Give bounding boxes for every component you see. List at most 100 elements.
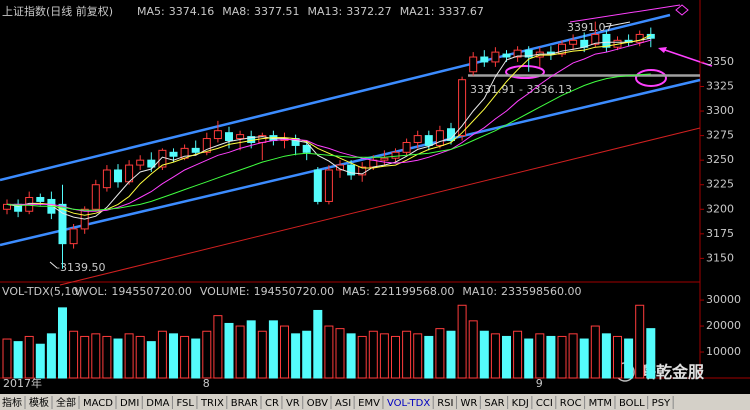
volume-bar [446,330,456,379]
candle-body [391,151,400,159]
volume-bar [80,335,90,379]
candle-body [202,138,211,153]
annotation: 3331.91 - 3336.13 [470,83,572,96]
trend-line [59,127,701,286]
candle-body [358,166,367,176]
volume-bar [502,335,511,379]
tab[interactable]: ASI [335,398,351,409]
arrow-head [658,47,667,53]
candle-body [413,135,422,143]
tab[interactable]: VOL-TDX [387,398,430,409]
tab[interactable]: CR [265,398,279,409]
volume-bar [601,333,611,379]
tab[interactable]: FSL [176,398,194,409]
header-value: 221199568.00 [374,285,454,298]
header-name: MA10: [462,285,497,298]
volume-bar [157,330,167,379]
x-tick-label: 8 [203,377,210,390]
candle-body [347,164,356,176]
volume-bar [324,325,334,379]
tab[interactable]: DMA [146,398,169,409]
candle-body [435,130,444,146]
tab[interactable]: DMI [120,398,139,409]
volume-bar [35,343,45,379]
volume-bar [202,330,212,379]
candle-body [336,164,344,171]
annotation-arrow [49,261,58,269]
candle-body [402,141,411,153]
volume-bar [457,304,467,379]
ma-line [6,37,651,220]
volume-bar [291,333,301,379]
ma-line [6,34,652,216]
volume-bar [2,338,12,379]
candle-body [158,149,167,168]
tab[interactable]: 模板 [29,396,49,409]
volume-bar [646,328,656,379]
volume-bar [124,333,134,379]
tab[interactable]: PSY [652,398,671,409]
candle-body [69,228,78,245]
chart-title: 上证指数(日线 前复权) [2,4,113,18]
volume-bar [590,325,600,379]
volume-bar [13,341,23,379]
volume-bar [113,338,123,379]
tab[interactable]: CCI [536,398,553,409]
tab[interactable]: OBV [307,398,328,409]
y-tick-label: 3250 [706,153,734,166]
y-tick-label: 3200 [706,202,734,215]
tab[interactable]: BRAR [231,398,258,409]
volume-bar [402,330,412,379]
annotation: -3139.50 [56,261,105,274]
candle-body [558,43,566,55]
candle-body [191,147,200,153]
toolbar [0,394,750,410]
legend-value: 3374.16 [169,5,215,18]
tab[interactable]: TRIX [200,398,224,409]
volume-bar [391,335,400,379]
candle-body [114,169,122,183]
volume-bar [224,322,234,379]
candle-body [91,184,100,210]
tab[interactable]: MTM [589,398,612,409]
legend-name: MA21: [400,5,435,18]
volume-bar [490,333,500,379]
legend-name: MA5: [137,5,165,18]
x-tick-label: 2017年 [3,376,42,390]
y-tick-label: 10000 [706,345,741,358]
candle-body [36,196,45,202]
y-tick-label: 3225 [706,178,734,191]
candle-body [236,134,245,140]
highlight-ellipse [635,69,667,87]
candle-body [380,157,389,161]
volume-bar [435,328,445,379]
tab[interactable]: MACD [83,398,113,409]
volume-bar [535,333,545,379]
tab[interactable]: KDJ [512,398,529,409]
volume-bar [635,304,645,379]
volume-bar [579,338,589,379]
legend-value: 3372.27 [346,5,392,18]
candle-body [424,135,433,146]
tab[interactable]: SAR [484,398,504,409]
annotation-arrow [603,21,631,28]
volume-bar [257,330,267,379]
volume-bar [213,315,223,379]
volume-bar [613,335,622,379]
volume-bar [102,335,112,379]
tab[interactable]: RSI [437,398,453,409]
candle-body [58,203,67,245]
y-tick-label: 30000 [706,293,741,306]
tab[interactable]: 指标 [2,396,22,409]
y-tick-label: 20000 [706,319,741,332]
candle-body [480,56,489,63]
candle-body [469,56,478,73]
tab[interactable]: EMV [358,398,380,409]
y-tick-label: 3150 [706,251,734,264]
tab[interactable]: WR [460,398,477,409]
tab[interactable]: VR [286,398,300,409]
tab[interactable]: ROC [560,398,582,409]
tab[interactable]: BOLL [619,398,645,409]
tab[interactable]: 全部 [56,396,76,409]
candle-body [213,130,222,140]
